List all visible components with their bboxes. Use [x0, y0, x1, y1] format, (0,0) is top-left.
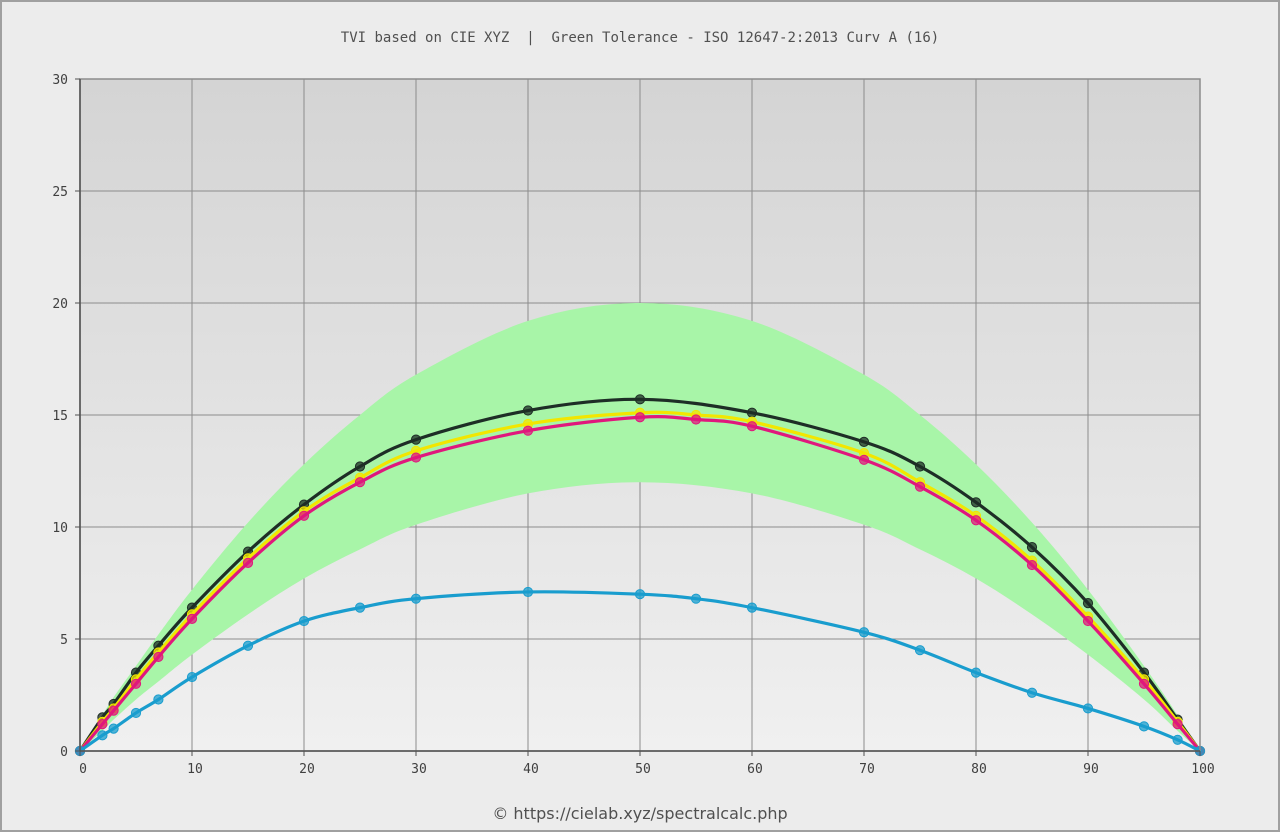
- x-tick-labels: 0 10 20 30 40 50 60 70 80 90 100: [79, 751, 1215, 777]
- series-point: [746, 602, 758, 613]
- x-tick-label: 0: [79, 762, 87, 777]
- series-point: [1172, 719, 1183, 730]
- series-point: [746, 407, 758, 418]
- tolerance-band: [80, 303, 1200, 751]
- x-tick-label: 100: [1191, 762, 1214, 777]
- series-point: [970, 515, 982, 526]
- series-point: [1082, 615, 1094, 627]
- series-point: [354, 602, 366, 613]
- series-point: [354, 477, 366, 488]
- series-point: [970, 667, 982, 678]
- series-point: [242, 557, 254, 568]
- x-tick-label: 30: [411, 762, 427, 777]
- series-point: [153, 651, 164, 663]
- series-point: [97, 730, 108, 741]
- x-tick-label: 90: [1083, 762, 1099, 777]
- series-point: [410, 434, 422, 445]
- series-point: [1082, 703, 1094, 714]
- series-point: [108, 705, 119, 716]
- series-point: [1138, 678, 1150, 689]
- series-point: [914, 481, 926, 492]
- series-point: [242, 640, 254, 651]
- series-point: [1026, 687, 1038, 698]
- series-point: [186, 613, 198, 624]
- chart-title: TVI based on CIE XYZ | Green Tolerance -…: [340, 30, 940, 46]
- x-tick-label: 10: [187, 762, 203, 777]
- series-point: [858, 627, 870, 638]
- y-tick-label: 30: [52, 73, 68, 88]
- series-line: [78, 414, 1202, 753]
- x-tick-label: 50: [635, 762, 651, 777]
- y-tick-label: 5: [60, 633, 68, 648]
- series-point: [634, 589, 646, 600]
- series-point: [410, 452, 422, 463]
- y-tick-labels: 0 5 10 15 20 25 30: [52, 73, 80, 760]
- series-point: [130, 707, 142, 719]
- series-point: [634, 394, 646, 405]
- series-point: [690, 414, 702, 425]
- y-tick-label: 15: [52, 409, 68, 424]
- x-tick-label: 20: [299, 762, 315, 777]
- series-group: [74, 394, 1206, 757]
- source-credit: © https://cielab.xyz/spectralcalc.php: [492, 804, 788, 823]
- series-point: [153, 694, 164, 705]
- x-tick-label: 80: [971, 762, 987, 777]
- y-tick-label: 25: [52, 185, 68, 200]
- x-tick-label: 40: [523, 762, 539, 777]
- series-point: [690, 593, 702, 604]
- series-line: [78, 397, 1202, 753]
- series-point: [97, 719, 108, 730]
- series-point: [354, 461, 366, 472]
- x-tick-label: 70: [859, 762, 875, 777]
- series-point: [1026, 559, 1038, 571]
- y-tick-label: 20: [52, 297, 68, 312]
- series-point: [298, 510, 310, 521]
- series-point: [186, 671, 198, 683]
- y-tick-label: 10: [52, 521, 68, 536]
- series-point: [298, 615, 310, 627]
- series-point: [746, 421, 758, 432]
- x-tick-label: 60: [747, 762, 763, 777]
- series-point: [522, 405, 534, 416]
- y-tick-label: 0: [60, 745, 68, 760]
- series-point: [1138, 721, 1150, 732]
- series-point: [914, 461, 926, 472]
- series-point: [914, 645, 926, 656]
- series-point: [858, 436, 870, 447]
- series-point: [1172, 734, 1183, 745]
- series-point: [1082, 598, 1094, 609]
- series-point: [410, 593, 422, 604]
- series-point: [130, 678, 142, 689]
- series-point: [1026, 542, 1038, 553]
- series-point: [858, 454, 870, 465]
- series-point: [970, 497, 982, 508]
- tolerance-band-area: [80, 303, 1200, 751]
- series-line: [78, 590, 1202, 753]
- series-point: [522, 586, 534, 598]
- series-point: [108, 723, 119, 734]
- series-point: [634, 412, 646, 423]
- series-point: [522, 425, 534, 436]
